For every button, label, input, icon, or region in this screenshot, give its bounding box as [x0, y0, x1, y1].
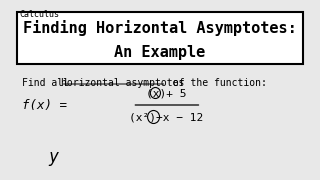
Text: horizontal asymptotes: horizontal asymptotes — [61, 78, 184, 88]
Text: Calculus: Calculus — [19, 10, 59, 19]
Text: y: y — [48, 148, 58, 166]
Text: Finding Horizontal Asymptotes:: Finding Horizontal Asymptotes: — [23, 20, 297, 36]
Text: f(x) =: f(x) = — [22, 98, 67, 111]
Text: of the function:: of the function: — [167, 78, 267, 88]
Text: Find all: Find all — [22, 78, 75, 88]
FancyBboxPatch shape — [18, 12, 302, 64]
Text: (x²)−x − 12: (x²)−x − 12 — [129, 112, 204, 122]
Text: An Example: An Example — [114, 44, 206, 60]
Text: (x)+ 5: (x)+ 5 — [146, 88, 187, 98]
